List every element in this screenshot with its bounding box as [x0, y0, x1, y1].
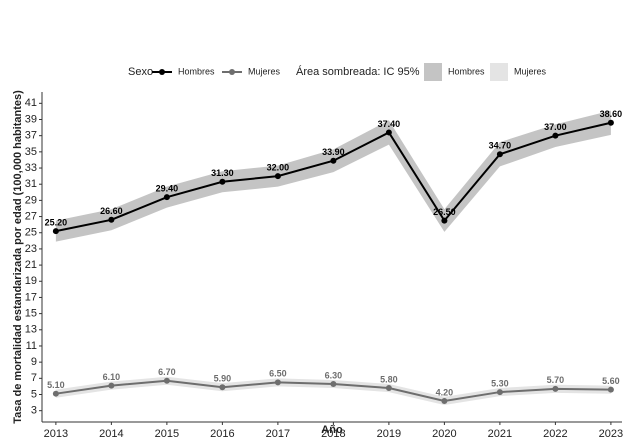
x-tick-label: 2014 — [99, 428, 123, 437]
point — [52, 228, 59, 235]
y-tick-label: 37 — [25, 130, 37, 142]
y-tick-label: 29 — [25, 194, 37, 206]
point — [108, 382, 115, 389]
legend-point — [229, 69, 235, 75]
x-tick-label: 2015 — [155, 428, 179, 437]
point — [219, 178, 226, 185]
data-label: 6.10 — [103, 372, 121, 382]
data-label: 6.70 — [158, 367, 176, 377]
data-label: 6.50 — [269, 369, 287, 379]
point — [496, 151, 503, 158]
x-tick-label: 2023 — [599, 428, 623, 437]
ci-band — [55, 110, 611, 242]
legend-point — [159, 69, 165, 75]
y-tick-label: 5 — [31, 388, 37, 400]
data-label: 34.70 — [489, 141, 512, 151]
y-tick-label: 25 — [25, 227, 37, 239]
legend-title: Sexo — [128, 66, 153, 78]
point — [552, 132, 559, 139]
y-tick-label: 33 — [25, 162, 37, 174]
x-tick-label: 2021 — [488, 428, 512, 437]
y-tick-label: 39 — [25, 113, 37, 125]
data-label: 37.40 — [378, 119, 401, 129]
x-tick-label: 2020 — [432, 428, 456, 437]
legend-label: Hombres — [178, 66, 215, 76]
point — [274, 379, 281, 386]
point — [163, 194, 170, 201]
point — [607, 386, 614, 393]
band-legend-label: Hombres — [448, 66, 485, 76]
point — [385, 385, 392, 392]
data-label: 5.70 — [547, 375, 565, 385]
point — [441, 217, 448, 224]
data-label: 6.30 — [325, 370, 343, 380]
x-tick-label: 2019 — [377, 428, 401, 437]
x-tick-label: 2018 — [321, 428, 345, 437]
point — [496, 389, 503, 396]
x-tick-label: 2016 — [210, 428, 234, 437]
data-label: 5.90 — [214, 374, 232, 384]
point — [385, 129, 392, 136]
data-label: 38.60 — [600, 109, 623, 119]
data-label: 26.50 — [433, 207, 456, 217]
data-label: 4.20 — [436, 387, 454, 397]
x-tick-label: 2013 — [44, 428, 68, 437]
data-label: 25.20 — [45, 217, 68, 227]
data-label: 5.60 — [602, 376, 620, 386]
data-label: 33.90 — [322, 147, 345, 157]
y-tick-label: 21 — [25, 259, 37, 271]
band-legend-swatch — [490, 63, 508, 81]
legend-label: Mujeres — [248, 66, 281, 76]
y-tick-label: 3 — [31, 405, 37, 417]
band-legend-title: Área sombreada: IC 95% — [296, 65, 420, 78]
point — [330, 157, 337, 164]
point — [607, 119, 614, 126]
band-legend-swatch — [424, 63, 442, 81]
data-label: 32.00 — [267, 162, 290, 172]
point — [108, 216, 115, 223]
y-tick-label: 35 — [25, 146, 37, 158]
data-label: 5.80 — [380, 374, 398, 384]
point — [441, 397, 448, 404]
y-tick-label: 7 — [31, 372, 37, 384]
point — [274, 173, 281, 180]
y-tick-label: 27 — [25, 210, 37, 222]
data-label: 26.60 — [100, 206, 123, 216]
x-tick-label: 2022 — [543, 428, 567, 437]
y-axis-title: Tasa de mortalidad estandarizada por eda… — [12, 90, 24, 424]
point — [52, 390, 59, 397]
point — [163, 377, 170, 384]
data-label: 31.30 — [211, 168, 234, 178]
y-tick-label: 9 — [31, 356, 37, 368]
y-tick-label: 13 — [25, 324, 37, 336]
y-tick-label: 41 — [25, 97, 37, 109]
x-axis-title: Año — [321, 424, 343, 436]
y-tick-label: 15 — [25, 308, 37, 320]
data-label: 29.40 — [156, 184, 179, 194]
y-tick-label: 31 — [25, 178, 37, 190]
point — [219, 384, 226, 391]
y-tick-label: 17 — [25, 291, 37, 303]
point — [330, 380, 337, 387]
point — [552, 385, 559, 392]
y-tick-label: 23 — [25, 243, 37, 255]
data-label: 37.00 — [544, 122, 567, 132]
y-tick-label: 11 — [26, 340, 37, 352]
data-label: 5.10 — [47, 380, 65, 390]
data-label: 5.30 — [491, 378, 509, 388]
y-tick-label: 19 — [25, 275, 37, 287]
x-tick-label: 2017 — [266, 428, 290, 437]
band-legend-label: Mujeres — [514, 66, 547, 76]
